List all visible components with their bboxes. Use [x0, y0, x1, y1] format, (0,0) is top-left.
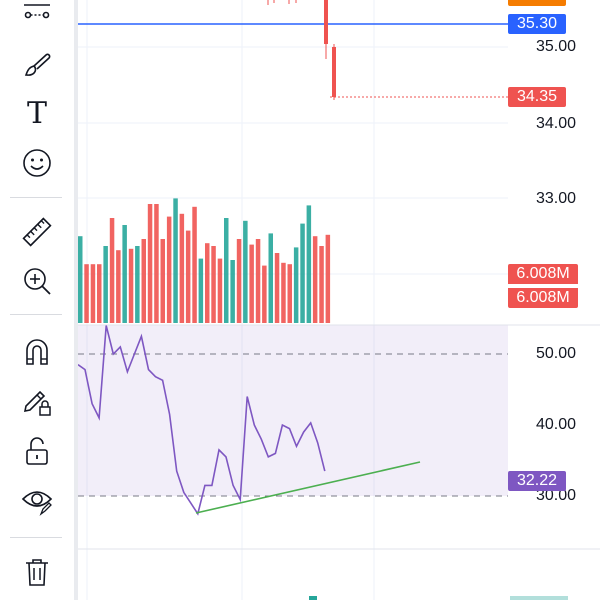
rsi-band	[78, 325, 508, 496]
volume-bar	[243, 220, 248, 323]
lock-drawing-icon	[23, 390, 51, 416]
volume-bar	[166, 216, 172, 323]
volume-bar	[198, 258, 204, 323]
emoji-icon	[23, 149, 51, 177]
candles	[267, 0, 336, 100]
trend-lines-icon	[24, 4, 50, 19]
ruler-tool[interactable]	[13, 212, 61, 252]
emoji-tool[interactable]	[13, 143, 61, 183]
price-label: 34.00	[535, 115, 577, 132]
volume-bar	[84, 264, 89, 323]
trend-lines-tool[interactable]	[13, 0, 61, 34]
rsi-line	[78, 325, 326, 516]
trend-line[interactable]	[195, 461, 421, 514]
volume-bar	[179, 213, 185, 323]
drawing-toolbar: T	[0, 0, 74, 600]
volume-bars	[78, 198, 331, 323]
volume-bar	[185, 230, 191, 323]
current-price-tag: 35.30	[508, 14, 566, 34]
volume-bar	[109, 218, 115, 323]
volume-bar	[224, 218, 229, 323]
hide-drawings-tool[interactable]	[13, 480, 61, 520]
volume-bar	[90, 264, 96, 323]
toolbar-separator	[10, 537, 62, 538]
price-label: 35.00	[535, 38, 577, 55]
ruler-icon	[22, 217, 52, 247]
chart-area[interactable]: 35.30 35.00 34.35 34.00 33.00 6.008M 6.0…	[78, 0, 600, 600]
volume-bar	[78, 236, 83, 323]
volume-bar	[141, 239, 146, 323]
volume-bar	[319, 246, 324, 323]
last-price-tag: 34.35	[508, 87, 566, 107]
brush-icon	[24, 53, 51, 76]
eye-icon	[21, 491, 53, 516]
rsi-label: 30.00	[535, 487, 577, 504]
toolbar-separator	[10, 197, 62, 198]
volume-bar	[135, 246, 140, 323]
toolbar-edge	[74, 0, 78, 600]
chart-canvas[interactable]	[78, 0, 600, 600]
volume-bar	[293, 247, 299, 323]
volume-bar	[116, 250, 121, 323]
text-tool[interactable]: T	[13, 93, 61, 133]
lock-drawing-tool[interactable]	[13, 381, 61, 421]
magnet-tool[interactable]	[13, 331, 61, 371]
zoom-in-icon	[24, 268, 51, 295]
candle-body	[332, 47, 336, 97]
volume-bar	[211, 246, 216, 323]
volume-bar	[274, 253, 280, 323]
volume-bar	[262, 265, 267, 323]
volume-bar	[255, 239, 261, 323]
volume-bar	[217, 258, 223, 323]
brush-tool[interactable]	[13, 44, 61, 84]
rsi-label: 50.00	[535, 345, 577, 362]
rsi-value-tag: 32.22	[508, 471, 566, 491]
trash-icon	[26, 559, 48, 586]
volume-bar	[325, 234, 331, 323]
volume-bar	[103, 246, 108, 323]
volume-bar	[173, 198, 178, 323]
volume-bar	[128, 248, 134, 323]
next-pane-tag	[510, 596, 568, 600]
volume-bar	[236, 239, 242, 323]
magnet-icon	[26, 339, 48, 365]
volume-tag: 6.008M	[508, 264, 578, 284]
remove-drawings-tool[interactable]	[13, 552, 61, 592]
toolbar-separator	[10, 314, 62, 315]
volume-bar	[309, 596, 317, 600]
volume-bar	[160, 239, 165, 323]
unlock-tool[interactable]	[13, 431, 61, 471]
rsi-label: 40.00	[535, 416, 577, 433]
volume-bar	[306, 205, 312, 323]
unlock-icon	[26, 437, 48, 465]
volume-tag: 6.008M	[508, 288, 578, 308]
volume-bar	[122, 225, 127, 323]
volume-bar	[230, 260, 235, 323]
volume-bar	[312, 236, 318, 323]
zoom-in-tool[interactable]	[13, 261, 61, 301]
text-icon: T	[26, 95, 47, 131]
price-label: 33.00	[535, 190, 577, 207]
volume-bar	[300, 223, 305, 323]
volume-bar	[268, 233, 273, 323]
volume-bar	[287, 264, 292, 323]
top-price-tag	[508, 0, 566, 6]
volume-bar	[205, 243, 210, 323]
volume-bar	[97, 264, 102, 323]
candle-body	[324, 0, 328, 44]
volume-bar	[154, 204, 159, 323]
volume-bar	[281, 262, 286, 323]
volume-bar	[192, 206, 197, 323]
volume-bar	[147, 204, 153, 323]
volume-bar	[249, 244, 254, 323]
